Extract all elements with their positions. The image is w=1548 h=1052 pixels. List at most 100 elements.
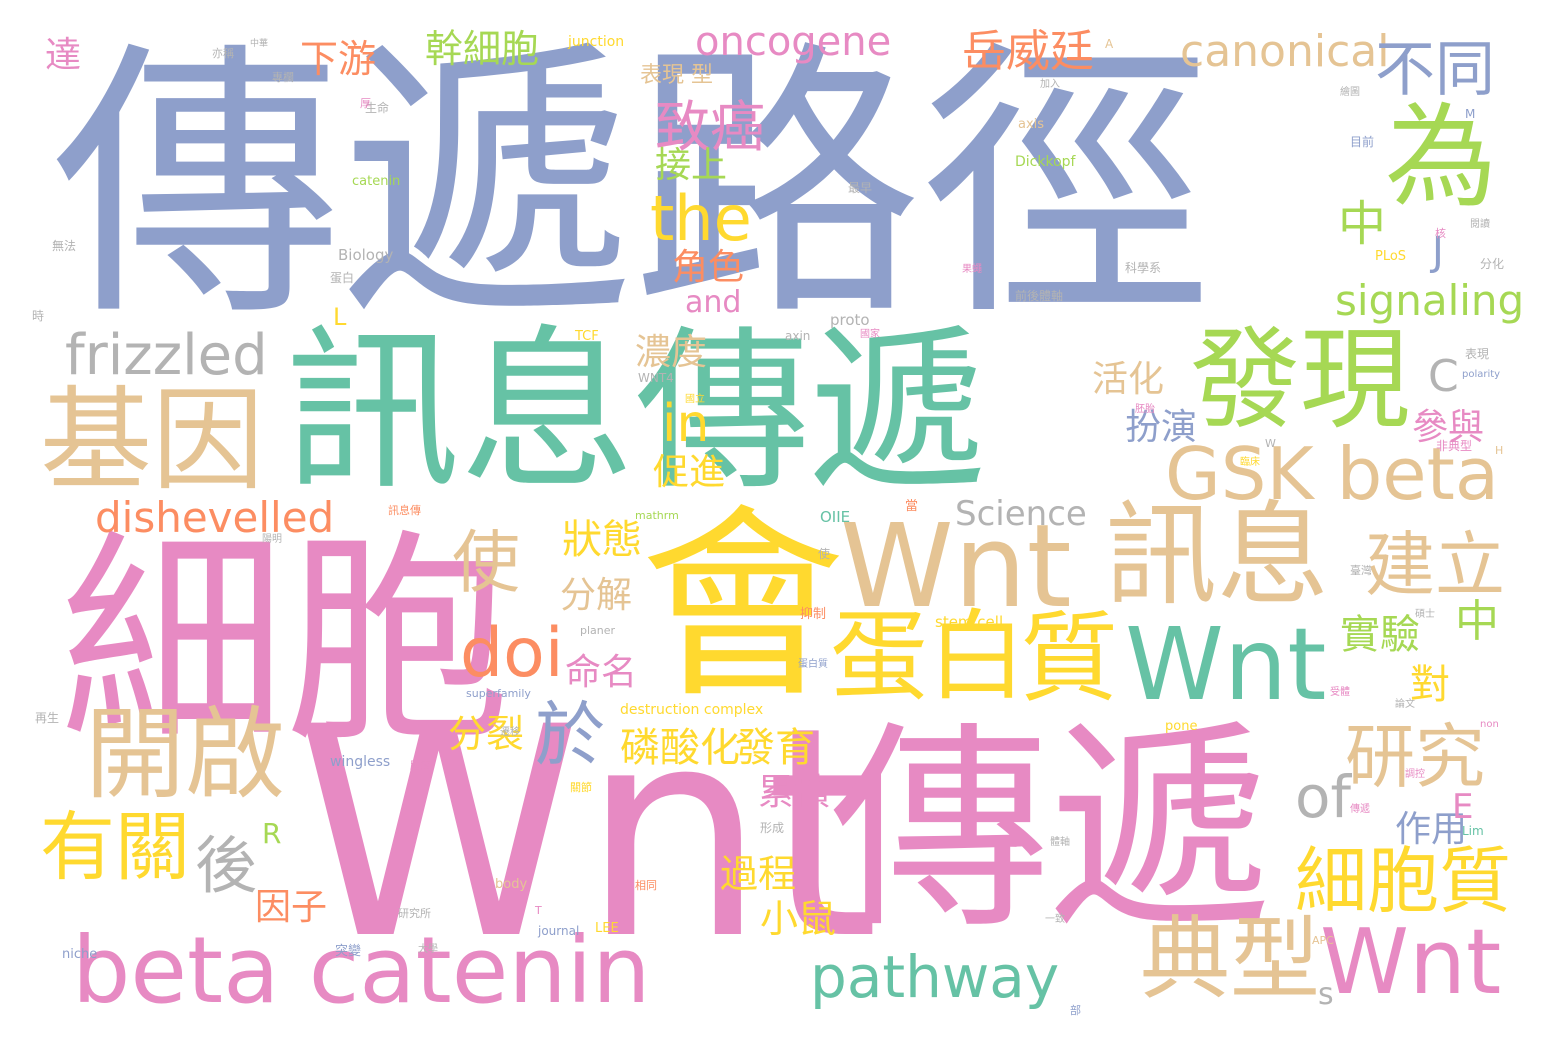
word: Science [955,494,1087,534]
word: 關節 [570,781,592,794]
word: L [333,303,347,331]
word: 使 [452,524,521,603]
word: superfamily [466,687,531,700]
word: A [1105,37,1114,51]
word: 訊息傳遞 [285,311,985,514]
word: polarity [1462,369,1501,380]
word: 會 [640,488,845,726]
word: E [1452,787,1474,827]
word: 陽明 [262,534,282,545]
word: 命名 [565,652,638,693]
word: 中 [1455,596,1499,647]
word: 亦稱 [212,47,234,60]
word: 狀態 [562,517,642,563]
word: mathrm [635,509,679,522]
word: Lim [1462,824,1484,838]
word: 小鼠 [760,897,837,941]
word: proto [830,311,870,329]
word: 果蠅 [962,264,982,275]
word: H [1495,444,1504,457]
word: J [1432,229,1444,275]
word: 岳威廷 [962,26,1094,77]
word: 不同 [1375,35,1495,105]
word: 傳遞路徑 [52,18,1212,355]
word: 因子 [255,887,328,928]
word: and [685,285,742,320]
word: pone [1165,719,1198,734]
word: 典型 [1140,907,1320,1012]
word: 蛋白質 [798,659,828,670]
word: body [495,877,528,892]
word: 繪圖 [1340,87,1360,98]
word: frizzled [65,323,268,388]
word: 一致 [1045,914,1065,925]
word: 無法 [52,239,77,253]
word: 訊息傳 [388,504,421,517]
word: journal [538,924,580,938]
word: Wnt [840,500,1072,634]
word: 當 [905,499,919,514]
word: Wnt [295,666,880,1003]
word: 再生 [35,711,60,725]
word: 蛋白 [330,271,355,285]
word: 實驗 [1340,612,1420,658]
word: 部 [1070,1004,1081,1017]
word: 累積 [758,772,831,813]
word: 厚 [360,97,371,110]
word: 前後體軸 [1015,289,1064,303]
word: 抑制 [800,607,827,622]
word: 扮演 [1125,407,1198,448]
word: 傳遞 [1350,804,1370,815]
word: doi [460,614,564,693]
word: 突變 [335,944,362,959]
word: 國立 [685,394,705,405]
word: 傳遞 [830,702,1271,958]
word: axin [785,329,811,343]
word: 形成 [760,821,785,835]
word: 相同 [635,879,657,892]
word: Dickkopf [1015,154,1076,170]
word: 分裂 [448,712,525,756]
word: 研究 [1345,716,1485,798]
word: 受體 [1330,687,1350,698]
word: 胚胎 [1135,404,1155,415]
word: 下游 [300,37,377,81]
word: 國家 [860,329,880,340]
word: T [535,904,542,917]
word: 非典型 [1436,439,1473,453]
word: 建立 [1365,524,1505,606]
word: 目前 [1350,135,1375,149]
word: 中 [1338,196,1387,252]
word: 表現 型 [640,63,713,88]
word: 作用 [1395,809,1468,850]
word: 活化 [1092,359,1165,400]
word: 臺灣 [1350,564,1372,577]
word: 時 [32,309,45,323]
word: dishevelled [95,493,335,542]
word: 角色 [672,247,745,288]
word: 後 [195,829,258,902]
word: 為 [1385,93,1497,223]
word: 研究所 [398,907,431,920]
word: 接上 [655,145,728,186]
word: M [1465,107,1476,121]
word: 科學系 [1125,261,1162,275]
word: 體軸 [1050,837,1070,848]
word: 專欄 [272,71,294,84]
word: planer [580,624,616,637]
word: 細胞 [60,511,510,773]
word: 發育 [735,725,815,771]
word: 基因 [40,376,264,506]
word: canonical [1180,26,1390,77]
word: 對 [1410,662,1450,708]
word: 最早 [848,181,873,195]
word: 過程 [720,852,797,896]
word: 訊息 [1105,491,1329,621]
word: beta catenin [72,917,651,1024]
word: pathway [810,943,1060,1011]
word: 表現 [1465,347,1490,361]
word: C [1428,351,1459,402]
word: 磷酸化 [620,725,740,771]
word: 大學 [418,944,438,955]
